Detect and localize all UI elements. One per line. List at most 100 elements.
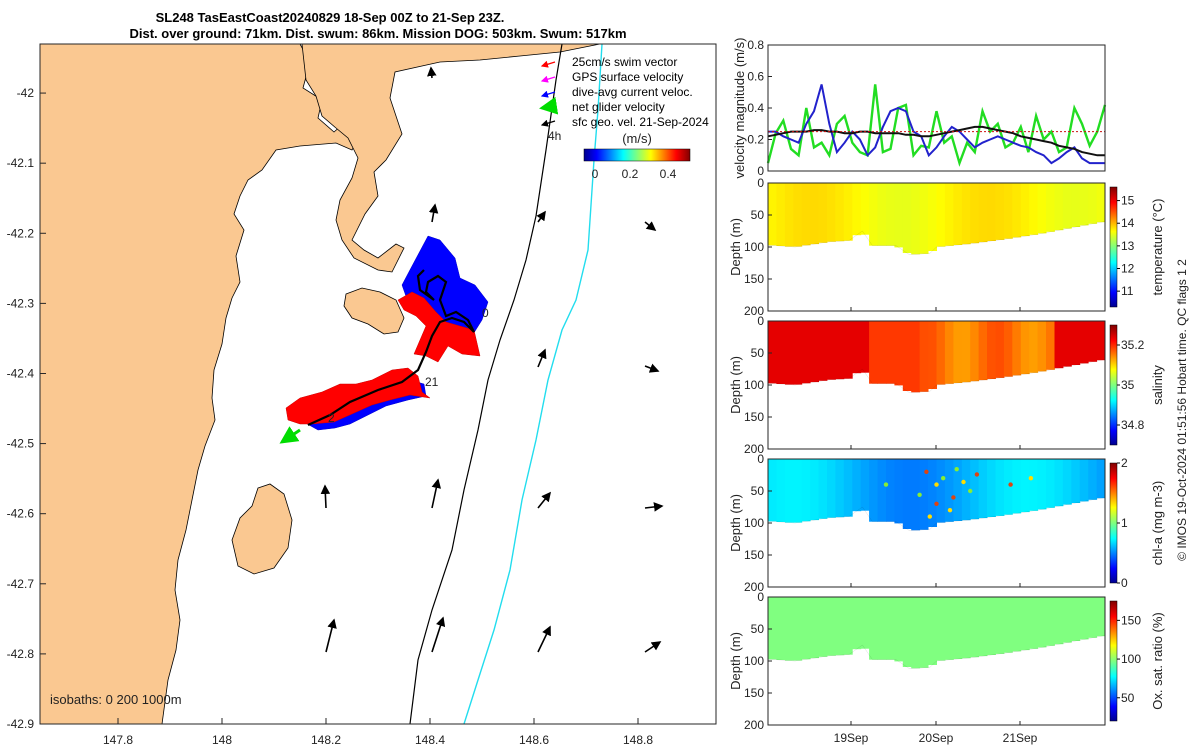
legend-label-net: net glider velocity — [572, 100, 665, 114]
section-cell — [1071, 597, 1081, 641]
velocity-series — [766, 84, 1107, 167]
section-cell — [1020, 321, 1030, 375]
section-cell — [1029, 183, 1039, 235]
chla-high-point — [1008, 482, 1013, 487]
section-y-tick-label: 100 — [744, 654, 764, 668]
section-bottom-outline — [767, 597, 1106, 669]
chla-high-point — [1028, 476, 1034, 481]
section-y-tick-label: 0 — [757, 590, 764, 604]
time-tick-19sep: 19Sep — [834, 731, 869, 745]
salinity-section: 0 50 100 150 200 Depth (m) 34.8 35 35.2 salinity — [728, 314, 1165, 456]
section-y-tick-label: 150 — [744, 272, 764, 286]
section-cell — [1054, 183, 1064, 231]
section-cell — [944, 459, 954, 522]
section-cell — [860, 183, 870, 235]
section-cell — [793, 459, 803, 523]
legend-label-geo: sfc geo. vel. 21-Sep-2024 — [572, 115, 709, 129]
colorbar-tick-label: 150 — [1121, 613, 1141, 627]
section-cell — [1012, 321, 1022, 376]
section-cell — [919, 597, 929, 668]
section-y-tick-label: 0 — [757, 176, 764, 190]
section-cell — [784, 597, 794, 661]
section-cell — [1003, 321, 1013, 377]
section-cell — [928, 597, 937, 665]
colorbar-tick-label: 12 — [1121, 262, 1135, 276]
colorbar-unit: (m/s) — [622, 131, 652, 146]
legend-swatch-geo — [540, 119, 556, 127]
geo-vector — [428, 203, 439, 223]
map-y-tick-label: -42.9 — [7, 717, 35, 731]
section-cell — [970, 597, 980, 658]
glider-track — [307, 269, 475, 427]
section-cell — [1046, 459, 1055, 508]
section-colorbar-label: Ox. sat. ratio (%) — [1150, 612, 1165, 710]
colorbar-tick-label: 0 — [1121, 576, 1128, 590]
section-cell — [1088, 597, 1098, 638]
section-cell — [1029, 459, 1039, 511]
section-cell — [793, 597, 803, 661]
map-panel: 4h 21 2 0 25cm/s swim vector GPS surface… — [7, 43, 717, 747]
section-cell — [961, 183, 971, 245]
section-cell — [936, 459, 946, 523]
section-cell — [793, 321, 803, 385]
oxygen-section: 0 50 100 150 200 Depth (m) 50 100 150 Ox. sat. ra… — [728, 590, 1165, 732]
time-tick-21sep: 21Sep — [1003, 731, 1038, 745]
section-cell — [902, 459, 912, 529]
section-colorbar-label: salinity — [1150, 365, 1165, 405]
section-y-tick-label: 150 — [744, 686, 764, 700]
section-cell — [835, 459, 845, 518]
section-cell — [877, 321, 887, 384]
section-cell — [1079, 183, 1089, 226]
geo-vector — [644, 641, 662, 653]
section-cell — [1071, 459, 1081, 503]
track-label-2: 2 — [328, 411, 335, 425]
section-cell — [886, 597, 895, 660]
section-cell — [1029, 321, 1039, 373]
colorbar-tick: 0 — [592, 167, 599, 181]
northern-peninsula — [301, 44, 601, 273]
chla-section: 0 50 100 150 200 Depth (m) 0 1 2 chl-a (mg m-3) — [728, 452, 1165, 594]
map-x-tick-label: 148.6 — [519, 733, 549, 747]
section-cell — [970, 459, 980, 520]
geo-vector — [427, 66, 437, 79]
colorbar-tick-label: 13 — [1121, 239, 1135, 253]
section-cell — [827, 183, 836, 242]
velocity-y-tick-label: 0.6 — [747, 70, 764, 84]
velocity-panel: 0 0.2 0.4 0.6 0.8 velocity magnitude (m/s) — [732, 38, 1107, 179]
section-cell — [886, 321, 895, 384]
section-cell — [835, 597, 845, 656]
map-y-tick-label: -42 — [17, 86, 35, 100]
section-cell — [801, 597, 811, 660]
section-cell — [768, 183, 777, 246]
section-cell — [1037, 321, 1047, 372]
chla-high-point — [927, 514, 932, 519]
section-cell — [894, 597, 904, 662]
section-y-tick-label: 50 — [751, 484, 765, 498]
colorbar-tick-label: 34.8 — [1121, 418, 1145, 432]
geo-vector — [644, 502, 664, 512]
section-y-tick-label: 100 — [744, 240, 764, 254]
net-glider-velocity-arrow — [279, 426, 301, 444]
section-cell — [1037, 597, 1047, 648]
track-label-0: 0 — [482, 306, 489, 320]
section-cell — [978, 459, 988, 519]
section-cell — [936, 321, 946, 385]
section-cell — [776, 459, 786, 522]
section-cell — [1020, 183, 1030, 237]
map-x-tick-label: 147.8 — [103, 733, 133, 747]
section-cell — [1088, 183, 1098, 224]
section-cell — [776, 597, 786, 660]
section-cell — [827, 459, 836, 518]
section-cell — [827, 597, 836, 656]
section-cell — [869, 597, 878, 660]
velocity-ylabel: velocity magnitude (m/s) — [732, 38, 747, 179]
section-y-tick-label: 50 — [751, 208, 765, 222]
temperature-section: 0 50 100 150 200 Depth (m) 11 12 13 14 15 temperatu… — [728, 176, 1165, 318]
chla-high-point — [917, 492, 922, 497]
section-cell — [978, 597, 988, 657]
section-cell — [818, 321, 828, 381]
imos-footer: © IMOS 19-Oct-2024 01:51:56 Hobart time.… — [1175, 259, 1189, 561]
legend-swatch-swim — [540, 60, 556, 68]
temperature-panel: 0 50 100 150 200 Depth (m) 11 12 13 14 15 temperatu… — [728, 176, 1165, 318]
section-cell — [944, 597, 954, 660]
